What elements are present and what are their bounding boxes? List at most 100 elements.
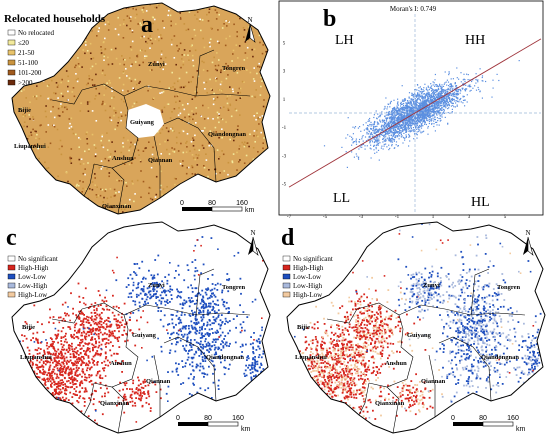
scatter-point [434, 116, 436, 118]
scatter-point [420, 104, 422, 106]
scatter-point [416, 122, 418, 124]
scatter-point [370, 148, 372, 150]
scatter-point [405, 130, 407, 133]
scatter-point [418, 120, 420, 123]
scatter-point [445, 105, 447, 107]
scatter-point [425, 106, 428, 109]
city-label: Qiandongnan [206, 354, 244, 361]
scatter-point [407, 113, 409, 115]
scatter-point [481, 75, 484, 77]
scatter-point [440, 94, 442, 96]
scatter-point [425, 101, 427, 103]
scatter-point [422, 109, 424, 111]
scatter-point [427, 98, 429, 100]
scatter-point [416, 134, 418, 136]
scatter-point [407, 100, 409, 102]
scatter-point [392, 126, 394, 128]
scatter-point [456, 105, 458, 107]
scatter-point [396, 118, 398, 120]
scatter-point [475, 89, 478, 91]
scatter-point [426, 106, 429, 108]
scatter-point [398, 128, 400, 130]
scatter-point [421, 105, 423, 107]
scatter-point [411, 98, 413, 100]
scatter-point [403, 114, 405, 116]
scatter-point [419, 93, 421, 95]
scatter-point [447, 122, 449, 124]
scatter-point [394, 125, 397, 127]
scatter-point [498, 79, 500, 82]
scatter-point [424, 94, 426, 96]
scatter-point [458, 78, 460, 80]
scatter-point [389, 120, 391, 122]
scatter-point [413, 101, 415, 103]
scatter-point [405, 131, 407, 133]
scatter-point [409, 124, 411, 127]
x-tick-label: -3 [359, 215, 364, 219]
scatter-point [431, 123, 433, 125]
scatter-point [405, 127, 407, 129]
scatter-point [392, 133, 394, 135]
scatter-point [394, 109, 396, 111]
scatter-point [420, 100, 422, 102]
scatter-point [441, 102, 443, 104]
legend-label: ≤20 [18, 39, 29, 47]
scatter-point [443, 98, 445, 100]
scatter-point [492, 87, 494, 89]
scatter-point [457, 97, 459, 99]
legend-label: High-Low [18, 291, 48, 299]
scatter-point [391, 110, 393, 112]
scatter-point [417, 116, 419, 118]
scatter-point [411, 122, 413, 124]
scatter-point [393, 139, 396, 141]
scatter-point [443, 112, 445, 114]
scatter-point [442, 108, 445, 110]
scatter-point [423, 100, 426, 102]
scatter-point [411, 103, 413, 105]
legend-swatch [7, 291, 16, 298]
scatter-point [398, 110, 400, 112]
scatter-point [366, 129, 368, 131]
scatter-point [419, 86, 421, 88]
scatter-point [416, 96, 418, 98]
scatter-point [464, 79, 466, 81]
scatter-point [441, 109, 443, 111]
scatter-point [396, 110, 398, 112]
scatter-point [441, 116, 443, 118]
scatter-point [379, 132, 381, 134]
scatter-point [368, 120, 371, 122]
scatter-point [402, 129, 404, 131]
scatter-point [449, 88, 451, 90]
scatter-point [407, 126, 409, 128]
scatter-point [383, 134, 385, 136]
scatter-point [424, 107, 427, 110]
scatter-point [404, 125, 406, 128]
scatter-point [402, 100, 404, 102]
scatter-point [446, 84, 448, 86]
scatter-point [426, 104, 428, 106]
scatter-point [421, 125, 423, 127]
scatter-point [451, 85, 453, 87]
scatter-point [421, 102, 423, 105]
scatter-point [405, 134, 407, 136]
scatter-point [375, 132, 377, 134]
scatter-point [382, 129, 384, 131]
scatter-point [429, 110, 431, 112]
scatter-point [435, 103, 437, 105]
scatter-point [422, 125, 424, 127]
scatter-point [446, 96, 448, 98]
scatter-point [426, 117, 428, 119]
scatter-point [422, 131, 424, 133]
scatter-point [438, 97, 440, 99]
scatter-point [433, 90, 435, 92]
scatter-point [366, 131, 368, 133]
scatter-point [371, 141, 374, 143]
scatter-point [455, 90, 457, 92]
scatter-point [395, 114, 398, 116]
scatter-point [419, 110, 421, 112]
scatter-point [433, 91, 435, 93]
scatter-point [411, 117, 413, 119]
scatter-point [470, 89, 472, 91]
scatter-point [397, 135, 399, 137]
scatter-point [355, 141, 357, 143]
